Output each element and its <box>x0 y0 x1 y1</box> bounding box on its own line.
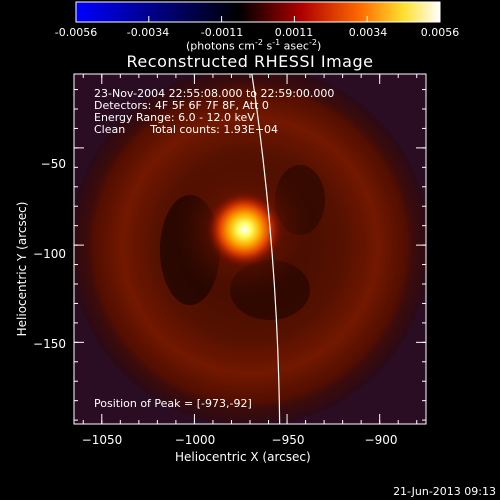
x-tick-label: −1000 <box>174 433 216 447</box>
energy-range-text: Energy Range: 6.0 - 12.0 keV <box>94 111 255 124</box>
colorbar-gradient <box>75 1 441 23</box>
chart-title: Reconstructed RHESSI Image <box>126 52 374 71</box>
colorbar <box>75 1 441 23</box>
colorbar-tick-label: 0.0034 <box>348 26 388 39</box>
y-tick-marks <box>74 89 426 421</box>
y-tick-label: −100 <box>33 247 66 261</box>
solar-limb <box>251 74 281 424</box>
x-tick-label: −950 <box>271 433 305 447</box>
x-tick-label: −1050 <box>81 433 123 447</box>
footer-timestamp: 21-Jun-2013 09:13 <box>393 485 496 498</box>
total-counts-text: Total counts: 1.93E+04 <box>150 123 279 136</box>
colorbar-tick-label: -0.0034 <box>126 26 170 39</box>
x-tick-marks <box>82 74 418 424</box>
colorbar-tick-marks <box>75 16 441 22</box>
x-tick-label: −900 <box>364 433 398 447</box>
x-axis-label: Heliocentric X (arcsec) <box>175 450 311 464</box>
time-range-text: 23-Nov-2004 22:55:08.000 to 22:59:00.000 <box>94 87 335 100</box>
colorbar-tick-label: 0.0011 <box>274 26 314 39</box>
detectors-text: Detectors: 4F 5F 6F 7F 8F, Att 0 <box>94 99 269 112</box>
annotation-block: 23-Nov-2004 22:55:08.000 to 22:59:00.000… <box>94 88 334 136</box>
peak-source <box>206 191 283 268</box>
colorbar-tick-label: 0.0056 <box>420 26 460 39</box>
y-tick-label: −150 <box>33 337 66 351</box>
clean-label: Clean <box>94 123 126 136</box>
y-tick-label: −50 <box>40 157 66 171</box>
colorbar-unit-label: (photons cm-2 s-1 asec-2) <box>186 38 322 53</box>
peak-position-text: Position of Peak = [-973,-92] <box>94 397 252 410</box>
y-axis-label: Heliocentric Y (arcsec) <box>15 201 29 337</box>
colorbar-tick-label: -0.0011 <box>200 26 244 39</box>
colorbar-tick-label: -0.0056 <box>54 26 98 39</box>
clean-counts-line: Clean Total counts: 1.93E+04 <box>94 124 334 136</box>
